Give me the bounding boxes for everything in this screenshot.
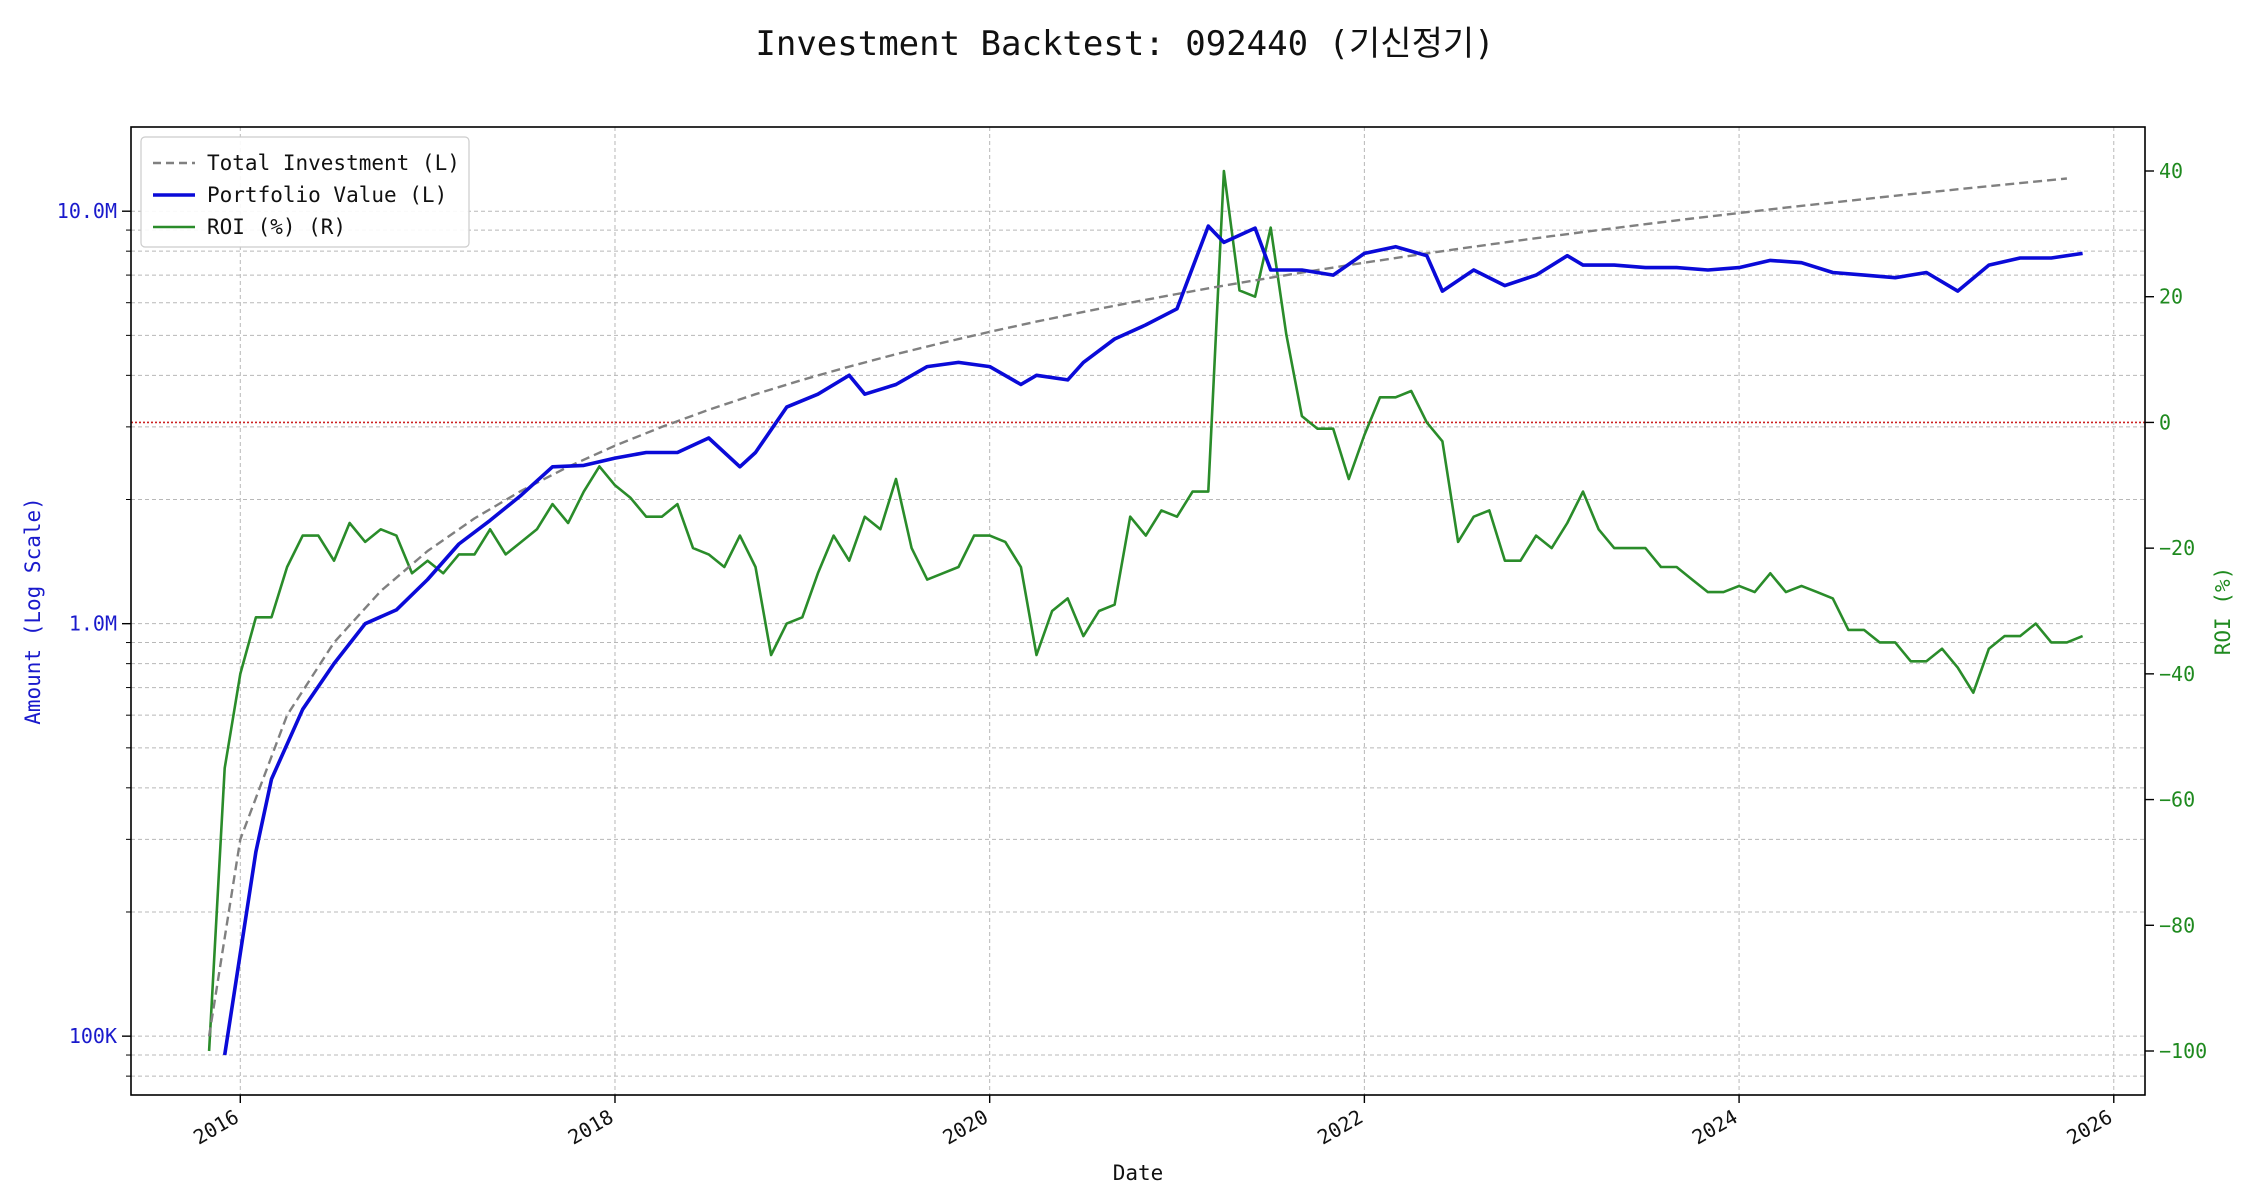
legend-label: Total Investment (L) — [207, 151, 460, 175]
y-right-tick-label: −80 — [2159, 913, 2195, 937]
series-line-1 — [222, 224, 2083, 1056]
x-tick-label: 2026 — [2063, 1105, 2117, 1150]
x-axis-title: Date — [1113, 1161, 1164, 1185]
series-line-0 — [207, 177, 2068, 1037]
y-right-axis-title: ROI (%) — [2211, 567, 2235, 656]
series-line-2 — [207, 169, 2084, 1052]
y-right-tick-label: −100 — [2159, 1039, 2207, 1063]
legend-label: Portfolio Value (L) — [207, 183, 447, 207]
grid-lines — [131, 127, 2145, 1095]
x-tick-label: 2024 — [1688, 1105, 1742, 1150]
y-left-tick-label: 1.0M — [69, 612, 117, 636]
y-right-tick-label: −20 — [2159, 536, 2195, 560]
y-left-tick-label: 10.0M — [57, 199, 117, 223]
series-layer — [207, 169, 2084, 1056]
y-right-tick-label: 20 — [2159, 285, 2183, 309]
y-right-tick-label: 40 — [2159, 159, 2183, 183]
x-tick-label: 2022 — [1313, 1105, 1367, 1150]
legend: Total Investment (L) Portfolio Value (L) R… — [140, 136, 470, 248]
y-right-tick-label: −40 — [2159, 662, 2195, 686]
plot-frame — [130, 126, 2146, 1096]
chart-title: Investment Backtest: 092440 (기신정기) — [755, 24, 1495, 64]
legend-label: ROI (%) (R) — [207, 215, 346, 239]
y-right-tick-label: −60 — [2159, 788, 2195, 812]
y-left-axis-title: Amount (Log Scale) — [21, 497, 45, 725]
y-right-tick-label: 0 — [2159, 410, 2171, 434]
axis-layer: 2016 2018 2020 2022 2024 2026 Date 100K 1.0M 10.0… — [21, 159, 2235, 1185]
x-tick-label: 2016 — [189, 1105, 243, 1150]
legend-box — [140, 136, 470, 248]
x-tick-label: 2020 — [938, 1105, 992, 1150]
y-left-tick-label: 100K — [69, 1024, 117, 1048]
x-tick-label: 2018 — [564, 1105, 618, 1150]
